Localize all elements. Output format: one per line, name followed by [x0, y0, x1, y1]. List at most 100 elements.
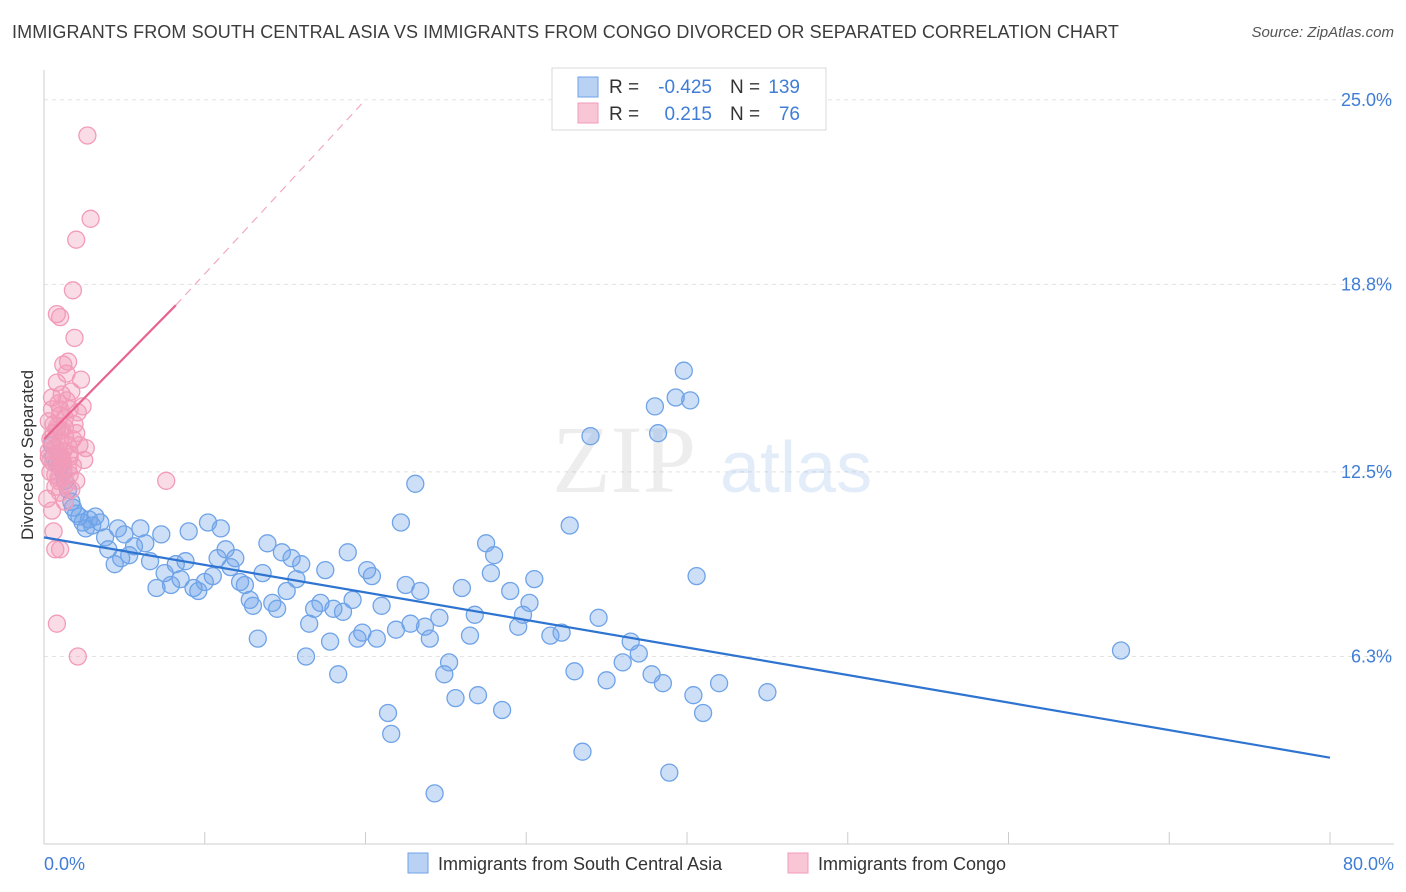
point-south-central-asia-35: [179, 522, 198, 541]
point-congo-56: [71, 370, 91, 389]
point-south-central-asia-55: [272, 543, 292, 562]
point-south-central-asia-85: [415, 617, 435, 636]
point-south-central-asia-64: [316, 560, 335, 580]
point-south-central-asia-37: [189, 581, 208, 601]
point-south-central-asia-123: [681, 391, 700, 410]
point-south-central-asia-105: [541, 626, 560, 645]
stats-n-label-0: N =: [730, 77, 760, 98]
point-south-central-asia-56: [277, 581, 296, 601]
point-south-central-asia-120: [660, 763, 679, 782]
point-south-central-asia-60: [296, 647, 316, 666]
point-south-central-asia-91: [446, 688, 465, 708]
trend-line-south-central-asia: [43, 536, 1331, 759]
point-south-central-asia-129: [1111, 641, 1131, 660]
point-south-central-asia-106: [552, 623, 571, 642]
y-tick-label-1: 12.5%: [1341, 462, 1392, 482]
point-congo-71: [58, 459, 78, 479]
point-south-central-asia-53: [263, 593, 282, 613]
x-tick-label-max: 80.0%: [1343, 854, 1394, 874]
point-congo-59: [76, 438, 95, 458]
point-congo-25: [50, 540, 70, 559]
point-south-central-asia-127: [709, 674, 729, 693]
point-south-central-asia-125: [687, 566, 706, 586]
point-congo-16: [47, 614, 67, 633]
point-congo-46: [63, 281, 83, 300]
point-south-central-asia-50: [248, 629, 267, 648]
series-legend: Immigrants from South Central Asia Immig…: [407, 852, 1006, 874]
point-south-central-asia-117: [645, 397, 665, 416]
point-congo-69: [54, 453, 73, 473]
y-axis-label: Divorced or Separated: [18, 370, 37, 540]
chart-title: IMMIGRANTS FROM SOUTH CENTRAL ASIA VS IM…: [12, 22, 1119, 42]
point-south-central-asia-76: [372, 596, 391, 615]
stats-n-value-0: 139: [768, 77, 800, 98]
point-south-central-asia-73: [357, 560, 377, 580]
point-congo-54: [68, 647, 87, 666]
point-south-central-asia-89: [435, 665, 454, 684]
point-south-central-asia-121: [666, 388, 685, 407]
point-south-central-asia-115: [629, 644, 648, 663]
series-south-central-asia-points: [42, 361, 1131, 803]
point-south-central-asia-40: [203, 566, 222, 586]
point-south-central-asia-42: [211, 519, 230, 538]
point-south-central-asia-69: [338, 543, 357, 562]
point-south-central-asia-92: [452, 578, 472, 598]
point-congo-70: [55, 418, 75, 437]
trend-lines: [43, 99, 1331, 759]
legend-swatch-south-central-asia: [407, 852, 429, 874]
point-congo-73: [81, 209, 100, 228]
point-south-central-asia-28: [147, 578, 166, 598]
point-south-central-asia-54: [267, 599, 287, 618]
point-south-central-asia-65: [320, 632, 340, 651]
y-tick-label-2: 18.8%: [1341, 274, 1392, 294]
series-congo-points: [38, 126, 176, 666]
point-south-central-asia-98: [484, 546, 504, 565]
point-south-central-asia-26: [136, 534, 155, 553]
point-south-central-asia-68: [333, 602, 353, 621]
point-south-central-asia-75: [367, 629, 386, 648]
point-south-central-asia-71: [348, 629, 367, 648]
source-credit: Source: ZipAtlas.com: [1251, 24, 1394, 41]
point-congo-49: [65, 328, 84, 348]
trend-line-congo: [43, 304, 177, 440]
point-congo-24: [50, 307, 70, 327]
stats-r-label-1: R =: [609, 104, 639, 125]
legend-label-congo: Immigrants from Congo: [818, 854, 1006, 874]
point-south-central-asia-87: [425, 784, 444, 803]
stats-r-value-0: -0.425: [658, 77, 712, 98]
point-south-central-asia-24: [124, 537, 144, 556]
point-south-central-asia-111: [589, 608, 608, 627]
point-south-central-asia-124: [684, 686, 703, 705]
point-congo-74: [157, 471, 176, 490]
stats-legend: R = -0.425 N = 139 R = 0.215 N = 76: [551, 67, 827, 131]
point-south-central-asia-82: [401, 614, 420, 633]
stats-n-label-1: N =: [730, 104, 760, 125]
point-south-central-asia-57: [282, 549, 301, 568]
point-south-central-asia-45: [226, 549, 245, 568]
legend-swatch-congo: [787, 852, 809, 874]
watermark-zip: ZIP: [552, 406, 696, 513]
stats-swatch-blue: [577, 76, 599, 98]
point-south-central-asia-33: [171, 569, 190, 589]
point-south-central-asia-128: [758, 683, 777, 702]
point-south-central-asia-77: [378, 703, 398, 723]
point-south-central-asia-52: [258, 534, 277, 553]
point-congo-72: [78, 126, 97, 145]
point-south-central-asia-100: [501, 581, 520, 601]
point-congo-66: [49, 471, 68, 490]
point-south-central-asia-88: [430, 608, 449, 627]
point-congo-75: [60, 444, 79, 464]
point-south-central-asia-74: [362, 566, 382, 586]
point-congo-15: [47, 304, 67, 324]
stats-swatch-pink: [577, 102, 599, 124]
point-congo-43: [62, 480, 81, 499]
point-south-central-asia-90: [439, 653, 459, 672]
point-south-central-asia-108: [565, 662, 584, 681]
point-south-central-asia-70: [343, 590, 362, 610]
stats-n-value-1: 76: [779, 104, 800, 125]
point-south-central-asia-15: [86, 507, 105, 526]
point-congo-50: [67, 424, 86, 443]
point-south-central-asia-112: [597, 671, 616, 690]
point-congo-39: [58, 352, 78, 371]
